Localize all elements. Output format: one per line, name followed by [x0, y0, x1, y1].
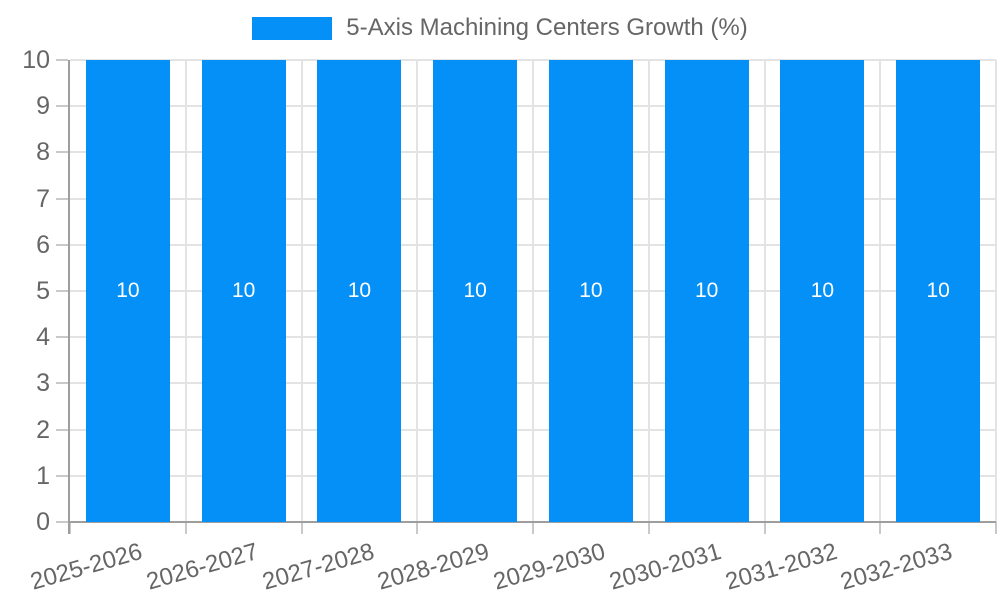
y-tick-mark — [56, 336, 68, 339]
bar[interactable] — [780, 60, 865, 522]
y-tick-label: 10 — [22, 46, 50, 74]
x-tick-mark — [647, 522, 650, 534]
y-axis-line — [68, 60, 70, 534]
x-tick-label: 2028-2029 — [374, 538, 493, 596]
x-tick-mark — [879, 522, 882, 534]
y-tick-mark — [56, 105, 68, 108]
v-gridline — [647, 60, 650, 522]
bar[interactable] — [201, 60, 286, 522]
legend-item[interactable]: 5-Axis Machining Centers Growth (%) — [252, 14, 748, 42]
bar-value-label: 10 — [116, 279, 140, 302]
bar[interactable] — [664, 60, 749, 522]
bar-value-label: 10 — [579, 279, 603, 302]
x-tick-mark — [995, 522, 997, 534]
legend-label: 5-Axis Machining Centers Growth (%) — [346, 14, 748, 41]
y-tick-mark — [56, 382, 68, 385]
y-tick-label: 1 — [36, 461, 50, 490]
bar-value-label: 10 — [810, 279, 835, 302]
bar[interactable] — [896, 60, 981, 522]
x-tick-mark — [416, 522, 419, 534]
y-tick-label: 8 — [36, 138, 50, 167]
bar[interactable] — [548, 60, 633, 522]
v-gridline — [300, 60, 303, 522]
bar-value-label: 10 — [347, 279, 372, 302]
x-tick-label: 2031-2032 — [722, 538, 840, 596]
x-tick-mark — [532, 522, 534, 534]
y-tick-label: 9 — [36, 92, 50, 121]
y-tick-mark — [56, 243, 68, 246]
v-gridline — [879, 60, 882, 522]
y-tick-label: 0 — [36, 508, 50, 536]
y-tick-mark — [56, 290, 68, 292]
v-gridline — [416, 60, 419, 522]
y-tick-label: 2 — [36, 415, 50, 444]
y-tick-label: 5 — [36, 277, 50, 305]
v-gridline — [995, 60, 997, 522]
x-tick-mark — [184, 522, 187, 534]
legend-swatch — [252, 16, 333, 40]
bar-value-label: 10 — [463, 279, 487, 302]
x-tick-label: 2029-2030 — [490, 538, 609, 596]
bar[interactable] — [317, 60, 402, 522]
x-axis-line — [68, 521, 996, 523]
bar-value-label: 10 — [694, 279, 719, 302]
bar[interactable] — [85, 60, 170, 522]
y-tick-mark — [56, 521, 68, 523]
bar[interactable] — [433, 60, 518, 522]
v-gridline — [763, 60, 766, 522]
y-tick-label: 7 — [36, 184, 50, 213]
x-tick-label: 2030-2031 — [606, 538, 725, 596]
x-tick-label: 2025-2026 — [27, 538, 146, 596]
x-tick-mark — [300, 522, 303, 534]
x-tick-label: 2027-2028 — [259, 538, 377, 596]
y-tick-label: 3 — [36, 369, 50, 398]
y-tick-mark — [56, 197, 68, 200]
x-tick-label: 2026-2027 — [143, 538, 262, 596]
y-tick-mark — [56, 59, 68, 61]
x-tick-mark — [763, 522, 766, 534]
y-tick-mark — [56, 428, 68, 431]
y-tick-mark — [56, 151, 68, 154]
y-tick-label: 4 — [36, 323, 50, 352]
bar-value-label: 10 — [231, 279, 256, 302]
y-tick-mark — [56, 474, 68, 477]
v-gridline — [532, 60, 534, 522]
x-tick-mark — [69, 522, 71, 534]
y-tick-label: 6 — [36, 230, 50, 259]
v-gridline — [184, 60, 187, 522]
chart-legend: 5-Axis Machining Centers Growth (%) — [0, 14, 1000, 42]
bar-value-label: 10 — [926, 279, 950, 302]
x-tick-label: 2032-2033 — [837, 538, 956, 596]
